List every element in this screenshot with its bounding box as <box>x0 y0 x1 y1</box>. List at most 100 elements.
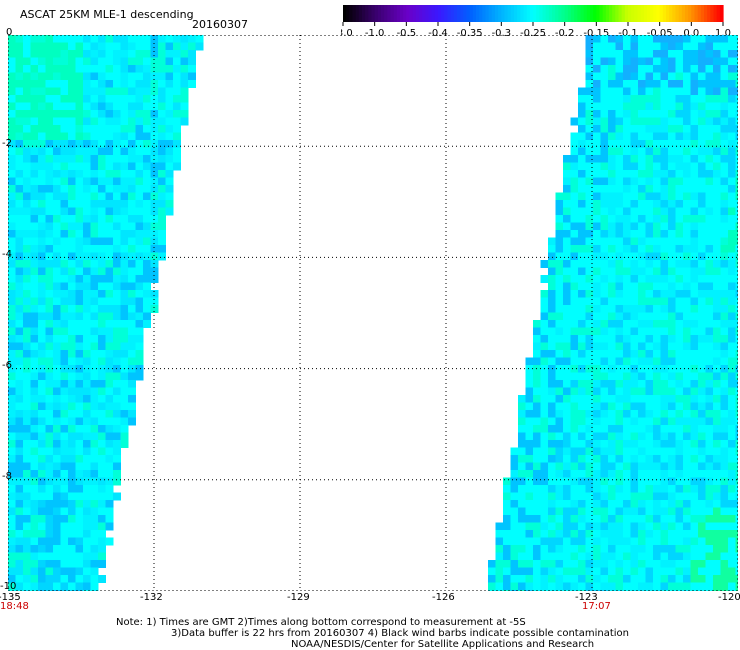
swath-cell <box>563 410 571 418</box>
swath-cell <box>45 42 54 51</box>
swath-cell <box>578 215 586 223</box>
swath-cell <box>645 200 654 208</box>
swath-cell <box>690 327 699 336</box>
swath-cell <box>548 560 556 568</box>
swath-cell <box>525 582 534 591</box>
swath-cell <box>53 425 61 433</box>
swath-cell <box>53 162 61 171</box>
swath-cell <box>555 507 564 516</box>
swath-cell <box>563 477 571 486</box>
swath-cell <box>518 477 526 486</box>
swath-cell <box>98 132 106 141</box>
swath-cell <box>615 350 624 358</box>
swath-cell <box>728 447 736 456</box>
swath-cell <box>128 222 136 231</box>
swath-cell <box>638 447 646 456</box>
swath-cell <box>690 147 699 156</box>
swath-cell <box>38 207 46 216</box>
swath-cell <box>608 530 616 538</box>
swath-cell <box>660 410 669 418</box>
swath-cell <box>113 207 121 216</box>
swath-cell <box>98 125 106 133</box>
swath-cell <box>83 252 91 261</box>
swath-cell <box>90 567 99 576</box>
swath-cell <box>555 290 564 298</box>
swath-cell <box>548 320 556 328</box>
swath-cell <box>120 440 129 448</box>
swath-cell <box>578 395 586 403</box>
swath-cell <box>23 590 31 591</box>
swath-cell <box>705 252 714 261</box>
swath-cell <box>15 387 24 396</box>
swath-cell <box>653 335 661 343</box>
swath-cell <box>30 327 39 336</box>
colorbar-segment <box>719 5 724 22</box>
swath-cell <box>540 372 549 381</box>
swath-cell <box>683 492 691 501</box>
swath-cell <box>630 485 639 493</box>
swath-cell <box>113 155 121 163</box>
swath-cell <box>705 290 714 298</box>
swath-cell <box>645 72 654 81</box>
swath-cell <box>735 320 738 328</box>
swath-cell <box>675 65 684 73</box>
swath-cell <box>720 425 729 433</box>
swath-cell <box>653 402 661 411</box>
swath-cell <box>98 417 106 426</box>
swath-cell <box>630 215 639 223</box>
swath-cell <box>675 560 684 568</box>
swath-cell <box>45 552 54 561</box>
swath-cell <box>653 440 661 448</box>
swath-cell <box>600 357 609 366</box>
swath-cell <box>585 312 594 321</box>
swath-cell <box>83 237 91 246</box>
swath-cell <box>143 50 151 58</box>
swath-cell <box>720 42 729 51</box>
swath-cell <box>120 140 129 148</box>
swath-cell <box>495 537 504 546</box>
swath-cell <box>653 567 661 576</box>
swath-cell <box>578 432 586 441</box>
swath-cell <box>120 282 129 291</box>
swath-cell <box>105 57 114 66</box>
swath-cell <box>113 387 121 396</box>
swath-cell <box>60 327 69 336</box>
swath-cell <box>713 102 721 111</box>
swath-cell <box>98 380 106 388</box>
swath-cell <box>630 275 639 283</box>
swath-cell <box>548 492 556 501</box>
swath-cell <box>90 485 99 493</box>
swath-cell <box>555 567 564 576</box>
colorbar-segment <box>343 5 347 22</box>
swath-cell <box>23 57 31 66</box>
swath-cell <box>98 42 106 51</box>
swath-cell <box>15 522 24 531</box>
swath-cell <box>638 35 646 43</box>
swath-cell <box>83 282 91 291</box>
swath-cell <box>713 312 721 321</box>
swath-cell <box>53 470 61 478</box>
swath-cell <box>128 155 136 163</box>
swath-cell <box>638 410 646 418</box>
swath-cell <box>675 125 684 133</box>
swath-cell <box>705 372 714 381</box>
swath-cell <box>90 560 99 568</box>
swath-cell <box>525 522 534 531</box>
swath-cell <box>720 447 729 456</box>
swath-cell <box>735 425 738 433</box>
swath-cell <box>30 147 39 156</box>
swath-cell <box>120 357 129 366</box>
swath-cell <box>698 305 706 313</box>
swath-cell <box>53 500 61 508</box>
swath-cell <box>615 507 624 516</box>
swath-cell <box>68 462 76 471</box>
swath-cell <box>15 492 24 501</box>
swath-cell <box>8 567 16 576</box>
swath-cell <box>60 582 69 591</box>
swath-cell <box>53 140 61 148</box>
swath-cell <box>83 80 91 88</box>
swath-cell <box>690 72 699 81</box>
swath-cell <box>540 290 549 298</box>
swath-cell <box>630 477 639 486</box>
swath-cell <box>45 65 54 73</box>
